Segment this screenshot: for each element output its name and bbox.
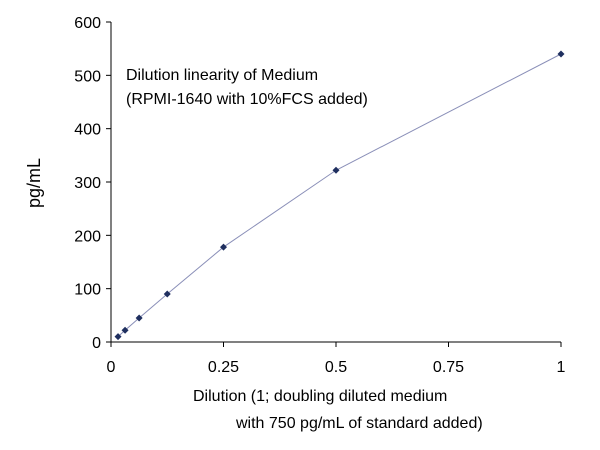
x-tick-label: 0.75: [433, 359, 464, 376]
x-axis-label-line-1: Dilution (1; doubling diluted medium: [193, 388, 447, 405]
data-point: [121, 326, 129, 334]
x-tick-label: 0.25: [208, 359, 239, 376]
data-point: [163, 290, 171, 298]
data-point: [114, 333, 122, 341]
x-axis-label-line-2: with 750 pg/mL of standard added): [235, 415, 483, 432]
annotation-line-1: Dilution linearity of Medium: [126, 67, 318, 84]
y-tick-label: 100: [74, 282, 101, 299]
y-tick-label: 600: [74, 15, 101, 32]
y-tick-label: 400: [74, 122, 101, 139]
y-tick-label: 500: [74, 68, 101, 85]
data-point: [332, 166, 340, 174]
x-ticks: 0 0.25 0.5 0.75 1: [107, 342, 566, 376]
data-points: [114, 50, 565, 341]
x-tick-label: 0: [107, 359, 116, 376]
y-tick-label: 200: [74, 228, 101, 245]
data-point: [135, 314, 143, 322]
y-axis-label: pg/mL: [24, 158, 44, 208]
y-tick-label: 0: [92, 335, 101, 352]
y-tick-label: 300: [74, 175, 101, 192]
x-tick-label: 1: [557, 359, 566, 376]
y-ticks: 0 100 200 300 400 500 600: [74, 15, 111, 352]
data-point: [557, 50, 565, 58]
annotation-line-2: (RPMI-1640 with 10%FCS added): [126, 91, 368, 108]
data-point: [220, 243, 227, 251]
x-tick-label: 0.5: [325, 359, 347, 376]
